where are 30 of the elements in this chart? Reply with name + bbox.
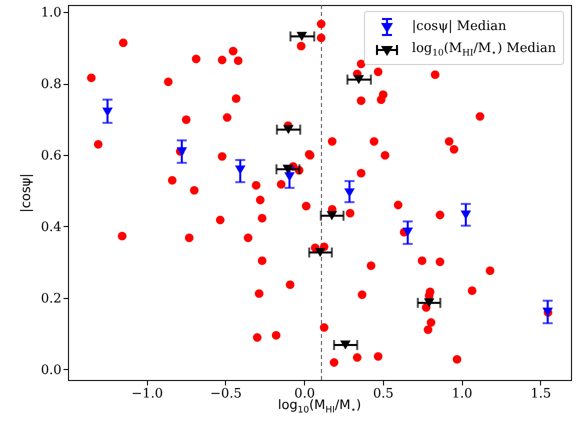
point [314, 248, 326, 258]
point [282, 164, 294, 174]
x-tick-label: 0.5 [373, 386, 394, 402]
point [460, 210, 472, 220]
y-tick-label: 0.0 [40, 362, 62, 378]
point [296, 32, 308, 41]
legend-label: |cosψ| Median [412, 19, 506, 34]
y-tick-label: 0.8 [40, 77, 62, 92]
point [354, 75, 364, 84]
point [402, 228, 413, 237]
point [102, 108, 113, 117]
point [344, 188, 355, 198]
y-tick-label: 0.6 [40, 148, 62, 164]
x-axis-title: log$_{10}$(M$_{HI}$/M$_{⋆}$) [278, 398, 362, 416]
x-tick-label: 1.0 [452, 386, 472, 402]
x-tick-label: −1.0 [131, 386, 164, 402]
point [424, 298, 434, 308]
legend-label: log$_{10}$(M$_{HI}$/M$_{⋆}$) Median [412, 40, 556, 58]
x-tick-label: −0.5 [210, 386, 242, 402]
x-tick-label: 1.5 [530, 386, 552, 402]
point [284, 172, 295, 182]
point [340, 340, 351, 350]
y-axis-title: |cosψ| [18, 173, 34, 213]
point [283, 125, 294, 134]
y-tick-label: 1.0 [40, 6, 62, 21]
point [326, 211, 338, 220]
y-tick-label: 0.2 [40, 291, 62, 306]
point [234, 165, 246, 175]
y-tick-label: 0.4 [40, 220, 62, 235]
point [176, 147, 188, 156]
